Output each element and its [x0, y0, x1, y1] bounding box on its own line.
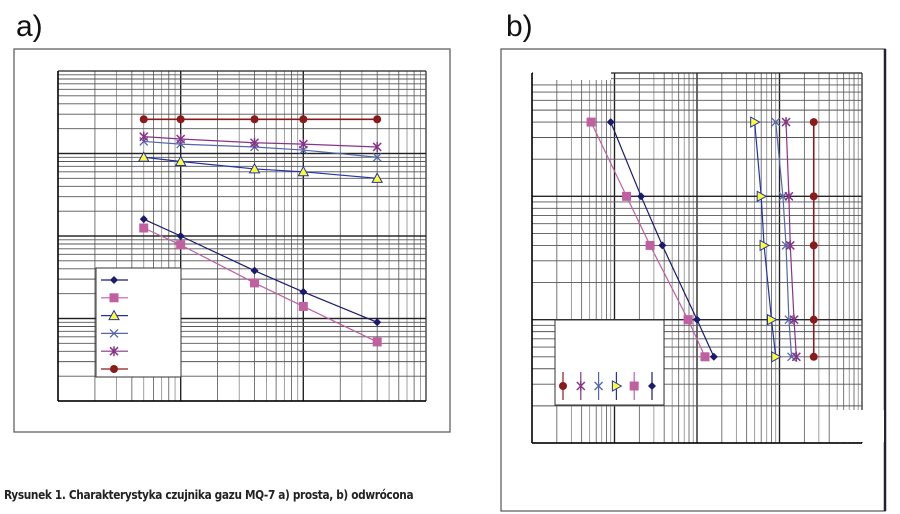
data-point-alcohol: [298, 139, 308, 150]
data-point-b-lpg: [756, 190, 768, 203]
legend-b-marker-alcohol: [576, 381, 586, 391]
legend-marker-air: [110, 365, 118, 373]
data-point-alcohol: [372, 141, 382, 152]
chart-b-ylabel-bg: [533, 58, 611, 80]
series-h2: [139, 223, 382, 347]
data-point-air: [139, 115, 148, 124]
legend-marker-ch4: [109, 328, 119, 338]
series-lpg: [137, 151, 384, 183]
data-point-b-alcohol: [784, 191, 794, 202]
series-b-h2: [586, 117, 710, 362]
data-point-b-h2: [586, 117, 596, 127]
data-point-b-lpg: [767, 313, 778, 326]
chart-b-annot-bg: [832, 410, 884, 442]
data-point-lpg: [297, 165, 310, 177]
data-point-b-lpg: [771, 350, 782, 363]
data-point-alcohol: [249, 137, 260, 148]
series-co: [139, 215, 382, 327]
chart-b: [500, 48, 887, 512]
data-point-b-h2: [622, 191, 632, 201]
legend-b-marker-lpg: [611, 380, 623, 392]
panel-a-label: a): [16, 10, 43, 43]
legend-marker-alcohol: [109, 346, 119, 357]
chart-a: [13, 48, 451, 433]
data-point-co: [176, 232, 185, 240]
data-point-b-h2: [645, 240, 655, 250]
data-point-h2: [176, 240, 186, 250]
legend-b-marker-air: [559, 382, 567, 390]
data-point-b-air: [809, 192, 818, 201]
series-b-lpg: [750, 116, 782, 363]
data-point-h2: [139, 223, 149, 233]
data-point-b-ch4: [781, 240, 791, 250]
data-point-air: [176, 115, 185, 124]
figure-caption: Rysunek 1. Charakterystyka czujnika gazu…: [4, 488, 414, 502]
data-point-air: [299, 115, 308, 124]
data-point-h2: [298, 301, 308, 311]
legend-marker-h2: [109, 293, 119, 303]
legend-b-marker-ch4: [594, 381, 604, 391]
data-point-b-air: [809, 241, 818, 250]
data-point-b-co: [637, 192, 646, 201]
data-point-ch4: [372, 152, 382, 162]
data-point-b-lpg: [759, 239, 771, 252]
data-point-co: [373, 318, 382, 327]
series-alcohol: [139, 131, 382, 152]
chart-a-legend: [95, 267, 182, 378]
data-point-lpg: [174, 155, 187, 166]
data-point-lpg: [371, 172, 384, 183]
chart-b-legend: [554, 319, 665, 406]
data-point-h2: [250, 278, 260, 288]
data-point-lpg: [137, 151, 150, 162]
legend-marker-lpg: [108, 309, 120, 321]
series-b-alcohol: [781, 117, 801, 362]
data-point-b-co: [693, 315, 701, 324]
data-point-co: [250, 266, 259, 275]
data-point-b-lpg: [750, 116, 761, 128]
data-point-b-co: [709, 352, 718, 361]
data-point-b-alcohol: [785, 240, 795, 251]
legend-b-marker-co: [648, 382, 656, 390]
data-point-b-co: [606, 118, 615, 127]
legend-box-b: [554, 319, 665, 406]
legend-box: [95, 267, 182, 378]
series-air: [139, 115, 382, 124]
data-point-alcohol: [139, 131, 149, 142]
chart-a-frame: [13, 48, 451, 433]
legend-b-marker-h2: [629, 381, 639, 391]
data-point-b-co: [658, 241, 667, 250]
data-point-b-alcohol: [781, 117, 791, 128]
data-point-b-air: [809, 315, 818, 324]
data-point-b-air: [809, 352, 818, 361]
series-b-co: [606, 118, 718, 361]
data-point-b-ch4: [771, 117, 781, 127]
data-point-air: [250, 115, 259, 124]
data-point-co: [139, 215, 148, 224]
data-point-b-h2: [683, 315, 693, 325]
legend-marker-co: [110, 276, 118, 284]
data-point-lpg: [248, 162, 261, 174]
data-point-b-alcohol: [791, 351, 801, 362]
data-point-h2: [372, 337, 382, 347]
data-point-b-alcohol: [789, 314, 799, 325]
data-point-b-h2: [700, 352, 710, 362]
series-b-air: [809, 118, 818, 361]
data-point-co: [299, 287, 308, 296]
data-point-air: [373, 115, 382, 124]
data-point-b-air: [809, 118, 818, 127]
panel-b-label: b): [506, 10, 533, 43]
data-point-alcohol: [176, 133, 186, 144]
